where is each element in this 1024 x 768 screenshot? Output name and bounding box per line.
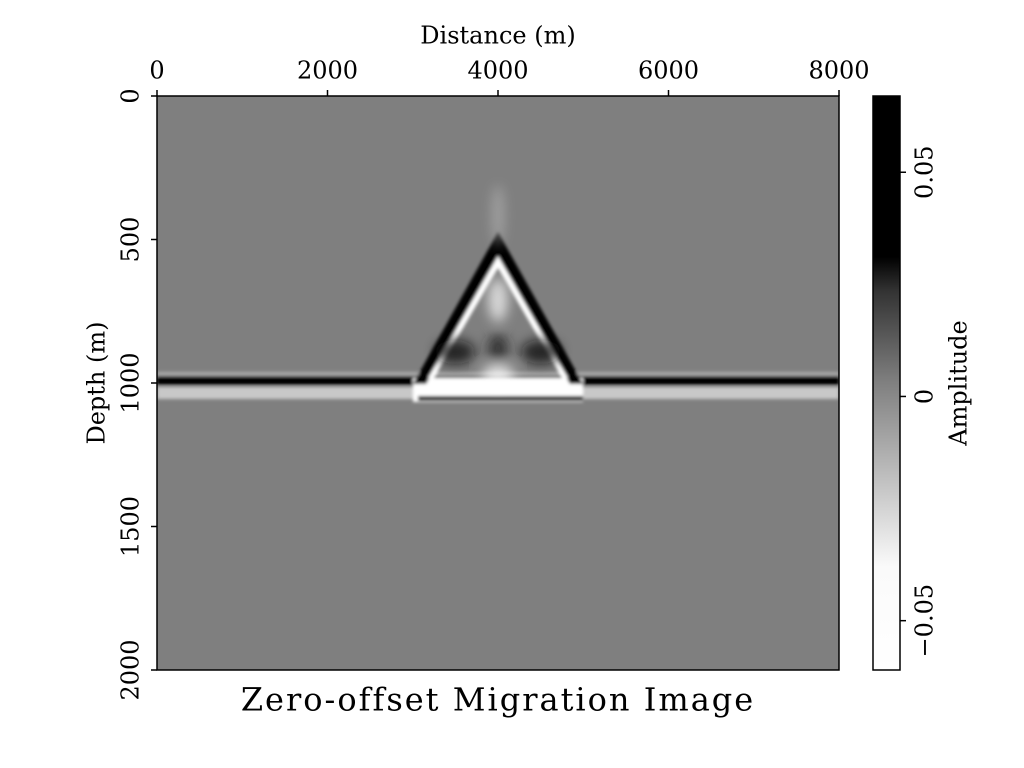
y-tick-label: 2000 <box>117 639 145 700</box>
x-tick-label: 2000 <box>297 57 358 85</box>
colorbar-tick-label: −0.05 <box>911 584 939 658</box>
x-tick-label: 0 <box>149 57 164 85</box>
colorbar-label: Amplitude <box>945 320 973 446</box>
y-tick-label: 1500 <box>117 496 145 557</box>
x-tick-label: 8000 <box>808 57 869 85</box>
y-axis-label: Depth (m) <box>83 321 111 444</box>
y-tick-label: 500 <box>117 217 145 263</box>
x-axis-label: Distance (m) <box>420 22 575 50</box>
colorbar-tick-label: 0.05 <box>911 146 939 199</box>
y-tick-label: 1000 <box>117 352 145 413</box>
chart-title: Zero-offset Migration Image <box>241 681 755 719</box>
seismic-image <box>157 96 839 670</box>
x-tick-label: 4000 <box>467 57 528 85</box>
colorbar <box>872 95 901 671</box>
x-tick-label: 6000 <box>638 57 699 85</box>
colorbar-tick-label: 0 <box>911 389 939 404</box>
y-tick-label: 0 <box>117 88 145 103</box>
